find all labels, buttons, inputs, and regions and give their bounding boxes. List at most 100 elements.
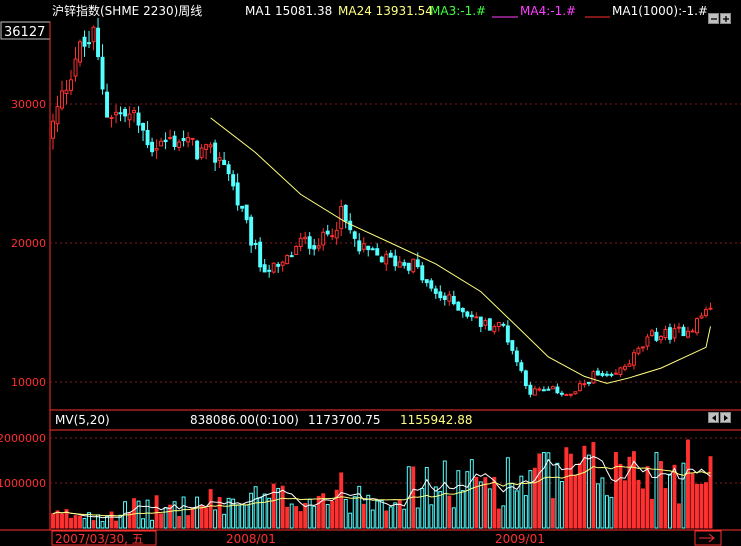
date-2008-label: 2008/01 <box>226 532 276 546</box>
candle-body <box>632 353 635 365</box>
candle-body <box>367 246 370 249</box>
candle-body <box>614 373 617 374</box>
candle-body <box>281 262 284 265</box>
volume-bar <box>484 478 487 528</box>
candle-body <box>687 331 690 337</box>
volume-bar <box>281 486 284 528</box>
candle-body <box>214 143 217 162</box>
candle-body <box>110 117 113 118</box>
candle-body <box>79 42 82 62</box>
candle-body <box>623 366 626 369</box>
volume-bar <box>268 498 271 528</box>
volume-bar <box>331 502 334 528</box>
candle-body <box>164 140 167 141</box>
volume-bar <box>466 472 469 528</box>
candle-body <box>119 113 122 114</box>
candle-body <box>101 57 104 89</box>
volume-bar <box>74 516 77 528</box>
volume-prev-button[interactable] <box>708 412 719 423</box>
date-start-label: 2007/03/30, 五 <box>55 532 144 546</box>
candle-body <box>178 142 181 147</box>
candle-body <box>371 249 374 250</box>
candle-body <box>466 312 469 316</box>
zoom-out-button[interactable] <box>708 13 719 24</box>
candle-body <box>583 384 586 385</box>
candle-body <box>286 256 289 264</box>
candle-body <box>547 389 550 390</box>
candle-body <box>461 308 464 311</box>
volume-bar <box>52 514 55 528</box>
candle-body <box>250 217 253 245</box>
volume-bar <box>142 519 145 528</box>
triangle-left-icon <box>709 413 720 424</box>
candle-body <box>290 256 293 257</box>
volume-bar <box>448 496 451 528</box>
volume-bar <box>115 521 118 528</box>
volume-bar <box>137 501 140 528</box>
volume-bar <box>110 512 113 528</box>
candle-body <box>475 317 478 318</box>
date-2009-label: 2009/01 <box>495 532 545 546</box>
volume-bar <box>367 495 370 528</box>
volume-bar <box>425 468 428 528</box>
volume-bar <box>614 453 617 528</box>
volume-bar <box>434 487 437 528</box>
triangle-right-icon <box>721 413 732 424</box>
volume-bar <box>250 493 253 528</box>
volume-bar <box>709 457 712 528</box>
candle-body <box>362 244 365 250</box>
volume-value-3: 1155942.88 <box>400 413 473 427</box>
candle-body <box>142 123 145 130</box>
volume-bar <box>326 504 329 528</box>
volume-bar <box>182 497 185 528</box>
price-max-label: 36127 <box>4 25 45 40</box>
candle-body <box>394 256 397 266</box>
volume-bar <box>272 484 275 528</box>
zoom-in-button[interactable] <box>720 13 731 24</box>
volume-bar <box>151 520 154 528</box>
volume-header: MV(5,20) 838086.00(0:100) 1173700.75 115… <box>55 413 473 427</box>
candle-body <box>295 247 298 255</box>
candle-body <box>254 244 257 245</box>
candle-body <box>70 80 73 91</box>
volume-bar <box>304 503 307 528</box>
candle-body <box>497 322 500 326</box>
candle-body <box>565 395 568 396</box>
candle-body <box>655 332 658 340</box>
volume-bar <box>682 463 685 528</box>
candle-body <box>317 246 320 248</box>
volume-bar <box>650 499 653 528</box>
candle-body <box>430 281 433 288</box>
volume-bar <box>488 489 491 528</box>
volume-bar <box>515 491 518 528</box>
candle-body <box>173 136 176 146</box>
volume-bar <box>687 440 690 528</box>
volume-next-button[interactable] <box>720 412 731 423</box>
candle-body <box>398 262 401 267</box>
volume-bar <box>511 483 514 528</box>
price-grid: 100002000030000 <box>11 98 741 389</box>
volume-bar <box>655 453 658 528</box>
volume-bar <box>164 508 167 528</box>
candle-body <box>277 264 280 266</box>
volume-bar <box>205 508 208 528</box>
volume-bar <box>389 507 392 528</box>
volume-bar <box>394 503 397 528</box>
candle-body <box>637 348 640 353</box>
volume-bar <box>574 475 577 528</box>
volume-bar <box>547 453 550 528</box>
candle-body <box>705 310 708 316</box>
candle-body <box>578 384 581 391</box>
volume-bar <box>538 454 541 528</box>
volume-bar <box>641 489 644 528</box>
candle-body <box>524 371 527 386</box>
candle-body <box>533 389 536 395</box>
candle-body <box>488 319 491 330</box>
candle-body <box>200 148 203 157</box>
volume-bar <box>160 514 163 528</box>
volume-bar <box>524 496 527 528</box>
volume-bar <box>101 522 104 528</box>
candle-body <box>349 221 352 229</box>
candle-body <box>83 37 86 46</box>
